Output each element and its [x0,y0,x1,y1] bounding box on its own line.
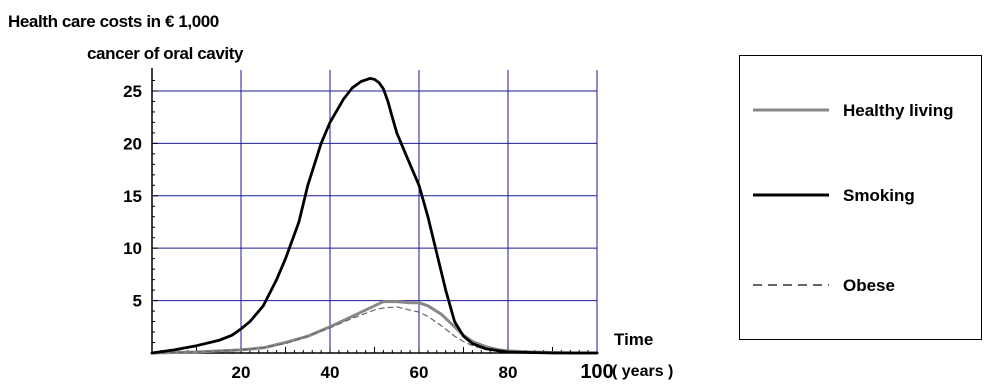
legend: Healthy living Smoking Obese [753,101,954,295]
x-axis-unit-label: ( years ) [612,363,673,380]
y-tick-label-15: 15 [123,187,142,206]
legend-label-healthy-living: Healthy living [843,101,954,120]
legend-label-smoking: Smoking [843,186,915,205]
grid [152,70,598,353]
series-line-healthy-living [150,300,599,355]
series-lines [150,77,599,355]
x-axis-label: Time [614,330,653,349]
y-tick-label-25: 25 [123,82,142,101]
x-tick-label-60: 60 [410,363,429,382]
x-tick-label-40: 40 [321,363,340,382]
x-tick-label-80: 80 [499,363,518,382]
x-tick-label-20: 20 [232,363,251,382]
legend-box [739,55,982,340]
chart-subtitle: cancer of oral cavity [87,44,244,63]
tick-labels: 20 40 60 80 100 5 10 15 20 25 [123,79,614,383]
y-tick-label-20: 20 [123,134,142,153]
series-line-smoking [150,77,599,355]
x-tick-label-100: 100 [580,361,613,383]
y-tick-label-5: 5 [133,292,142,311]
y-tick-label-10: 10 [123,239,142,258]
series-line-obese [151,306,598,354]
chart-title: Health care costs in € 1,000 [8,12,219,31]
legend-label-obese: Obese [843,276,895,295]
